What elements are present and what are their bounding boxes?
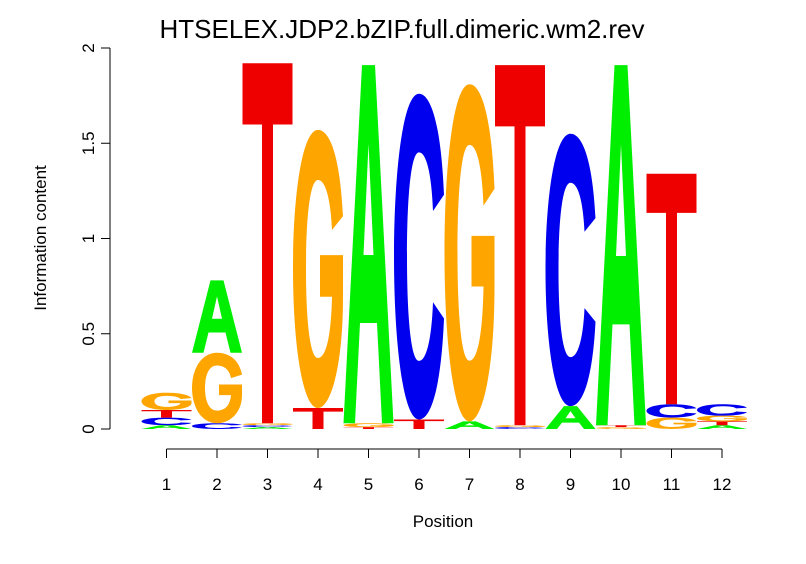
letter-C-pos-8 (495, 427, 545, 429)
letter-G-pos-11 (646, 417, 697, 429)
x-axis: 1 2 3 4 5 6 7 8 9 10 11 12 (162, 448, 732, 494)
letter-T-pos-12 (697, 421, 747, 426)
x-tick-label: 6 (414, 475, 423, 494)
letter-G-pos-5 (343, 423, 394, 428)
letter-T-pos-6 (394, 419, 444, 429)
x-tick-label: 9 (566, 475, 575, 494)
letter-A-pos-3 (242, 427, 293, 429)
letter-A-pos-5 (343, 65, 394, 424)
letter-C-pos-12 (697, 404, 747, 416)
letter-G-pos-1 (141, 392, 192, 410)
x-tick-label: 1 (162, 475, 171, 494)
letter-G-pos-8 (495, 425, 545, 428)
letter-A-pos-10 (596, 65, 646, 426)
letter-A-pos-9 (545, 406, 596, 429)
x-tick-label: 4 (313, 475, 322, 494)
letter-C-pos-11 (646, 404, 697, 418)
x-axis-label: Position (413, 512, 473, 531)
x-tick-label: 5 (364, 475, 373, 494)
letter-C-pos-1 (141, 417, 192, 426)
y-tick-label: 0 (79, 424, 98, 433)
y-tick-label: 1 (79, 234, 98, 243)
letter-A-pos-12 (697, 425, 747, 429)
y-axis: 0 0.5 1 1.5 2 (79, 43, 111, 434)
x-tick-label: 3 (263, 475, 272, 494)
y-tick-label: 2 (79, 43, 98, 52)
letter-stacks (141, 63, 747, 429)
letter-G-pos-10 (596, 427, 646, 429)
letter-G-pos-3 (242, 423, 293, 426)
letter-A-pos-1 (141, 425, 192, 429)
x-tick-label: 10 (612, 475, 631, 494)
y-axis-label: Information content (31, 165, 50, 311)
letter-G-pos-2 (192, 352, 242, 424)
letter-C-pos-2 (192, 423, 242, 429)
letter-G-pos-12 (697, 415, 747, 422)
x-tick-label: 8 (515, 475, 524, 494)
letter-A-pos-7 (444, 421, 495, 429)
x-tick-label: 12 (713, 475, 732, 494)
letter-G-pos-7 (444, 84, 495, 422)
x-tick-label: 2 (212, 475, 221, 494)
chart-title: HTSELEX.JDP2.bZIP.full.dimeric.wm2.rev (160, 14, 645, 44)
letter-T-pos-3 (242, 63, 293, 424)
letter-C-pos-3 (242, 425, 293, 428)
x-tick-label: 11 (663, 475, 681, 494)
letter-C-pos-6 (394, 93, 444, 420)
letter-T-pos-8 (495, 65, 545, 426)
y-tick-label: 1.5 (79, 131, 98, 155)
letter-T-pos-10 (596, 425, 646, 428)
letter-T-pos-5 (343, 427, 394, 429)
letter-C-pos-9 (545, 133, 596, 407)
letter-T-pos-11 (646, 173, 697, 405)
letter-T-pos-4 (293, 408, 343, 429)
letter-G-pos-4 (293, 129, 343, 409)
letter-A-pos-2 (192, 280, 242, 353)
letter-T-pos-1 (141, 409, 192, 418)
y-tick-label: 0.5 (79, 322, 98, 346)
x-tick-label: 7 (465, 475, 474, 494)
